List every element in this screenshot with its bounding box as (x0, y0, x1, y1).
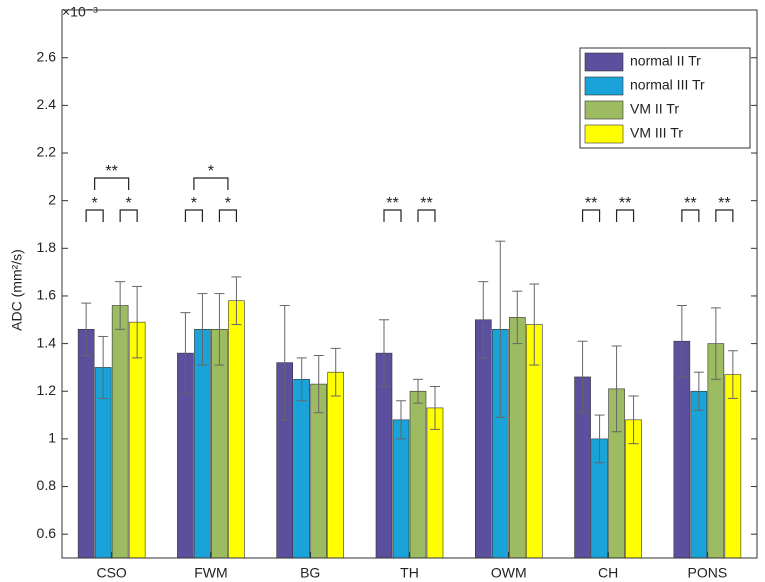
significance-label: ** (420, 195, 432, 212)
significance-label: * (92, 195, 98, 212)
y-axis-label: ADC (mm²/s) (9, 249, 25, 331)
y-tick-label: 1.2 (37, 382, 57, 398)
y-tick-label: 1.4 (37, 334, 57, 350)
y-tick-label: 0.6 (37, 525, 57, 541)
y-exponent: ×10⁻³ (62, 4, 98, 20)
significance-label: ** (105, 163, 117, 180)
bar (426, 407, 444, 559)
legend-label: VM III Tr (630, 125, 683, 141)
bar (77, 329, 95, 559)
legend-label: normal III Tr (630, 77, 705, 93)
legend-swatch (584, 124, 624, 144)
y-tick-label: 1.6 (37, 287, 57, 303)
significance-label: * (126, 195, 132, 212)
significance-bracket (119, 209, 138, 222)
significance-bracket (581, 209, 601, 222)
x-tick-label: CSO (96, 565, 126, 581)
significance-bracket (615, 209, 635, 222)
y-tick-label: 1.8 (37, 239, 57, 255)
significance-bracket (417, 209, 436, 222)
significance-label: ** (718, 195, 730, 212)
significance-bracket (85, 209, 104, 222)
significance-label: ** (619, 195, 631, 212)
significance-bracket (383, 209, 402, 222)
significance-bracket (681, 209, 700, 222)
legend-label: normal II Tr (630, 53, 701, 69)
y-tick-label: 1 (48, 430, 56, 446)
y-tick-label: 2 (48, 191, 56, 207)
bar (392, 419, 410, 559)
plot-frame (61, 9, 758, 559)
significance-label: ** (684, 195, 696, 212)
legend-label: VM II Tr (630, 101, 679, 117)
significance-label: * (208, 163, 214, 180)
significance-label: * (225, 195, 231, 212)
legend-swatch (584, 52, 624, 72)
bar (690, 390, 708, 559)
significance-bracket (184, 209, 204, 222)
y-tick-label: 2.4 (37, 96, 57, 112)
significance-label: * (191, 195, 197, 212)
significance-bracket (218, 209, 238, 222)
bar (409, 390, 427, 559)
bar (111, 305, 129, 559)
bar (508, 317, 526, 559)
x-tick-label: OWM (491, 565, 527, 581)
bar (724, 374, 742, 559)
legend-swatch (584, 76, 624, 96)
legend-swatch (584, 100, 624, 120)
x-tick-label: FWM (194, 565, 227, 581)
x-tick-label: PONS (688, 565, 728, 581)
bar (327, 371, 345, 559)
x-tick-label: TH (400, 565, 419, 581)
significance-label: ** (386, 195, 398, 212)
significance-bracket (193, 177, 229, 190)
bar (293, 379, 311, 559)
significance-bracket (94, 177, 130, 190)
bar (228, 300, 245, 559)
y-tick-label: 2.2 (37, 144, 57, 160)
y-tick-label: 2.6 (37, 48, 57, 64)
significance-label: ** (585, 195, 597, 212)
x-tick-label: BG (300, 565, 320, 581)
y-tick-label: 0.8 (37, 477, 57, 493)
significance-bracket (715, 209, 734, 222)
x-tick-label: CH (598, 565, 618, 581)
